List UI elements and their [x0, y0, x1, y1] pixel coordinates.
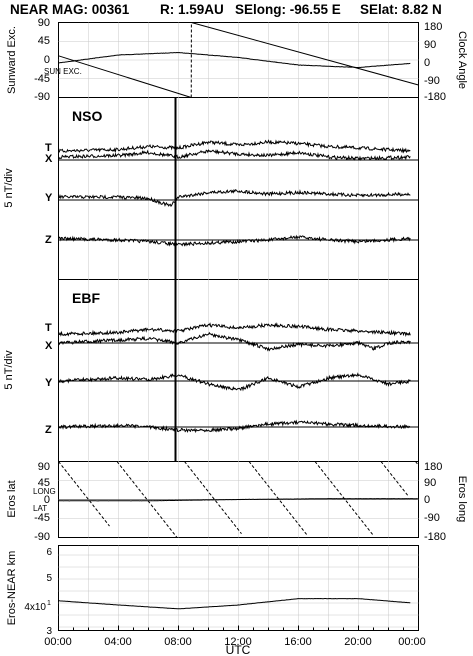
- x-tick-label: 00:00: [398, 636, 426, 648]
- range-tick: 4x10: [24, 602, 46, 613]
- lat-annotation: LAT: [33, 504, 47, 513]
- eros-long-sawtooth: [415, 461, 419, 466]
- eros-long-tick: 180: [424, 461, 442, 473]
- ebf-trace-label-x: X: [45, 340, 53, 352]
- eros-long-axis-label: Eros long: [456, 476, 468, 522]
- x-axis-label: UTC: [226, 643, 251, 656]
- angles-left-tick: 90: [38, 17, 50, 29]
- eros-long-sawtooth: [116, 461, 178, 538]
- nso-trace-label-y: Y: [45, 192, 53, 204]
- eros-lat-tick: 45: [38, 477, 50, 489]
- angles-left-tick: 0: [44, 54, 50, 66]
- angles-right-tick: -90: [424, 75, 440, 87]
- x-tick-label: 04:00: [104, 636, 132, 648]
- eros-long-sawtooth: [58, 461, 110, 527]
- x-tick-label: 20:00: [344, 636, 372, 648]
- nso-t-trace: [58, 139, 411, 154]
- angles-left-tick: -90: [34, 91, 50, 103]
- ebf-trace-label-y: Y: [45, 377, 53, 389]
- ebf-z-trace: [58, 419, 411, 434]
- eros-lat-tick: 0: [44, 494, 50, 506]
- long-annotation: LONG: [33, 487, 56, 496]
- eros-lat-tick: -90: [34, 531, 50, 543]
- angles-right-tick: 0: [424, 57, 430, 69]
- ebf-x-trace: [58, 331, 411, 352]
- angles-left-tick: 45: [38, 35, 50, 47]
- x-tick-label: 12:00: [224, 636, 252, 648]
- eros-near-km-axis-label: Eros-NEAR km: [6, 551, 18, 626]
- eros-long-tick: -180: [424, 531, 446, 543]
- sunward-exc-axis-label: Sunward Exc.: [6, 26, 18, 94]
- ebf-axis-label: 5 nT/div: [3, 350, 15, 390]
- x-tick-label: 00:00: [44, 636, 72, 648]
- eros-near-range-line: [58, 597, 411, 610]
- ebf-y-trace: [58, 372, 411, 392]
- mission-label: NEAR MAG: 00361: [10, 2, 130, 17]
- x-tick-label: 08:00: [164, 636, 192, 648]
- eros-long-sawtooth: [314, 461, 374, 536]
- angles-right-tick: 90: [424, 39, 436, 51]
- range-label: R: 1.59AU: [160, 2, 224, 17]
- eros-long-sawtooth: [184, 461, 242, 535]
- ebf-title: EBF: [72, 290, 100, 306]
- range-tick: 6: [46, 547, 52, 558]
- nso-trace-label-x: X: [45, 153, 53, 165]
- x-tick-label: 16:00: [284, 636, 312, 648]
- eros-lat-axis-label: Eros lat: [6, 480, 18, 517]
- eros-lat-line: [58, 498, 418, 502]
- nso-trace-label-z: Z: [45, 234, 52, 246]
- eros-long-tick: -90: [424, 512, 440, 524]
- range-tick-exponent: 1: [47, 600, 51, 607]
- range-tick: 3: [46, 626, 52, 637]
- nso-title: NSO: [72, 108, 102, 124]
- nso-y-trace: [58, 188, 411, 208]
- angles-left-tick: -45: [34, 73, 50, 85]
- clock-angle-line: [58, 55, 192, 98]
- eros-long-sawtooth: [380, 461, 409, 497]
- angles-right-tick: 180: [424, 21, 442, 33]
- nso-z-trace: [58, 234, 411, 247]
- eros-long-tick: 0: [424, 494, 430, 506]
- selong-label: SElong: -96.55 E: [235, 2, 341, 17]
- eros-lat-tick: -45: [34, 512, 50, 524]
- angles-right-tick: -180: [424, 91, 446, 103]
- clock-angle-axis-label: Clock Angle: [456, 31, 468, 89]
- nso-axis-label: 5 nT/div: [3, 168, 15, 208]
- ebf-trace-label-t: T: [45, 322, 52, 334]
- ebf-trace-label-z: Z: [45, 424, 52, 436]
- range-tick: 5: [46, 573, 52, 584]
- eros-long-sawtooth: [248, 461, 308, 536]
- eros-lat-tick: 90: [38, 461, 50, 473]
- sun-exc-annotation: SUN EXC.: [44, 67, 82, 76]
- clock-angle-line: [191, 22, 419, 86]
- ebf-t-trace: [58, 322, 411, 338]
- nso-trace-label-t: T: [45, 142, 52, 154]
- eros-long-tick: 90: [424, 477, 436, 489]
- selat-label: SElat: 8.82 N: [360, 2, 442, 17]
- nso-x-trace: [58, 148, 411, 162]
